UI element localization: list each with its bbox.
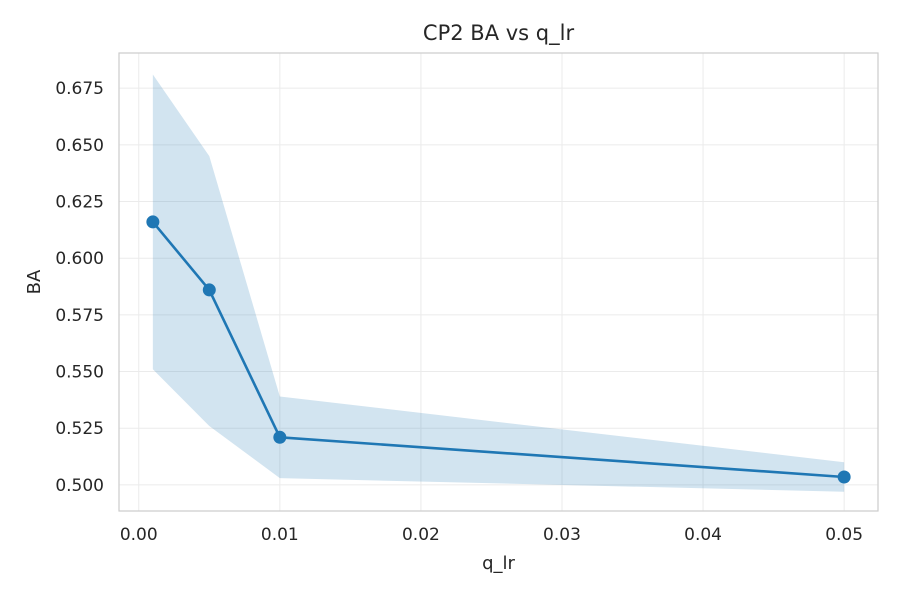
y-axis-label: BA [24,269,45,294]
x-tick-label: 0.01 [261,525,299,545]
x-tick-labels: 0.00 0.01 0.02 0.03 0.04 0.05 [120,525,863,545]
series-line [151,220,846,479]
y-tick-label: 0.625 [55,193,104,213]
y-tick-label: 0.650 [55,136,104,156]
x-tick-label: 0.00 [120,525,158,545]
y-tick-label: 0.500 [55,476,104,496]
plot-background [119,53,878,511]
x-tick-label: 0.02 [402,525,440,545]
data-point [837,470,851,484]
y-tick-label: 0.525 [55,419,104,439]
x-axis-label: q_lr [482,553,515,574]
y-tick-label: 0.550 [55,363,104,383]
y-tick-label: 0.600 [55,249,104,269]
chart-title: CP2 BA vs q_lr [423,21,575,46]
x-tick-label: 0.05 [825,525,863,545]
data-point [202,283,216,297]
series-line-layer [151,220,846,479]
grid [119,53,878,511]
series-point-layer [146,215,851,484]
y-tick-label: 0.575 [55,306,104,326]
data-point [146,215,160,229]
x-tick-label: 0.04 [684,525,722,545]
y-tick-labels: 0.500 0.525 0.550 0.575 0.600 0.625 0.650 0.675 [55,79,104,496]
x-tick-label: 0.03 [543,525,581,545]
plot-frame [118,52,879,512]
data-point [273,430,287,444]
y-tick-label: 0.675 [55,79,104,99]
